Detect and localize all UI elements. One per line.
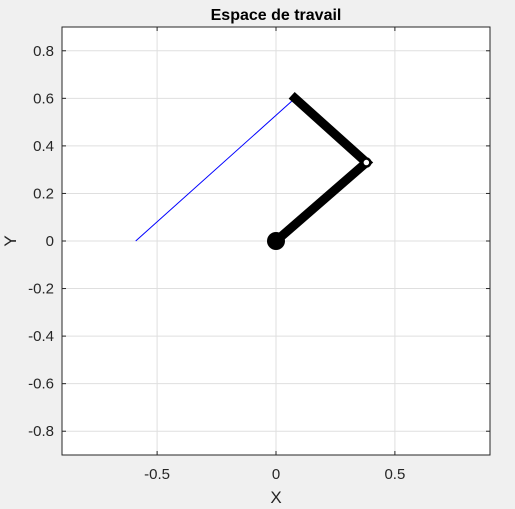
y-axis-label: Y — [1, 235, 20, 246]
y-tick-label: -0.2 — [28, 281, 54, 298]
trajectory-line — [135, 97, 296, 242]
y-tick-label: 0.2 — [33, 185, 54, 202]
x-tick-label: 0 — [272, 466, 280, 483]
x-tick-label: 0.5 — [384, 466, 405, 483]
tick-label-layer: -0.5 0 0.5 0.8 0.6 0.4 0.2 0 -0.2 -0.4 -0.6 -0.8 — [28, 43, 405, 483]
y-tick-label: -0.4 — [28, 328, 54, 345]
base-joint-marker — [267, 232, 285, 250]
chart-title: Espace de travail — [211, 7, 342, 24]
x-tick-label: -0.5 — [144, 466, 170, 483]
x-axis-label: X — [270, 488, 281, 507]
marker-layer — [267, 157, 372, 250]
y-tick-label: 0.8 — [33, 43, 54, 60]
tick-layer — [62, 27, 490, 455]
y-tick-label: 0.4 — [33, 138, 54, 155]
y-tick-label: 0.6 — [33, 90, 54, 107]
y-tick-label: -0.8 — [28, 423, 54, 440]
y-tick-label: -0.6 — [28, 376, 54, 393]
y-tick-label: 0 — [46, 233, 54, 250]
elbow-joint-marker — [361, 157, 372, 168]
